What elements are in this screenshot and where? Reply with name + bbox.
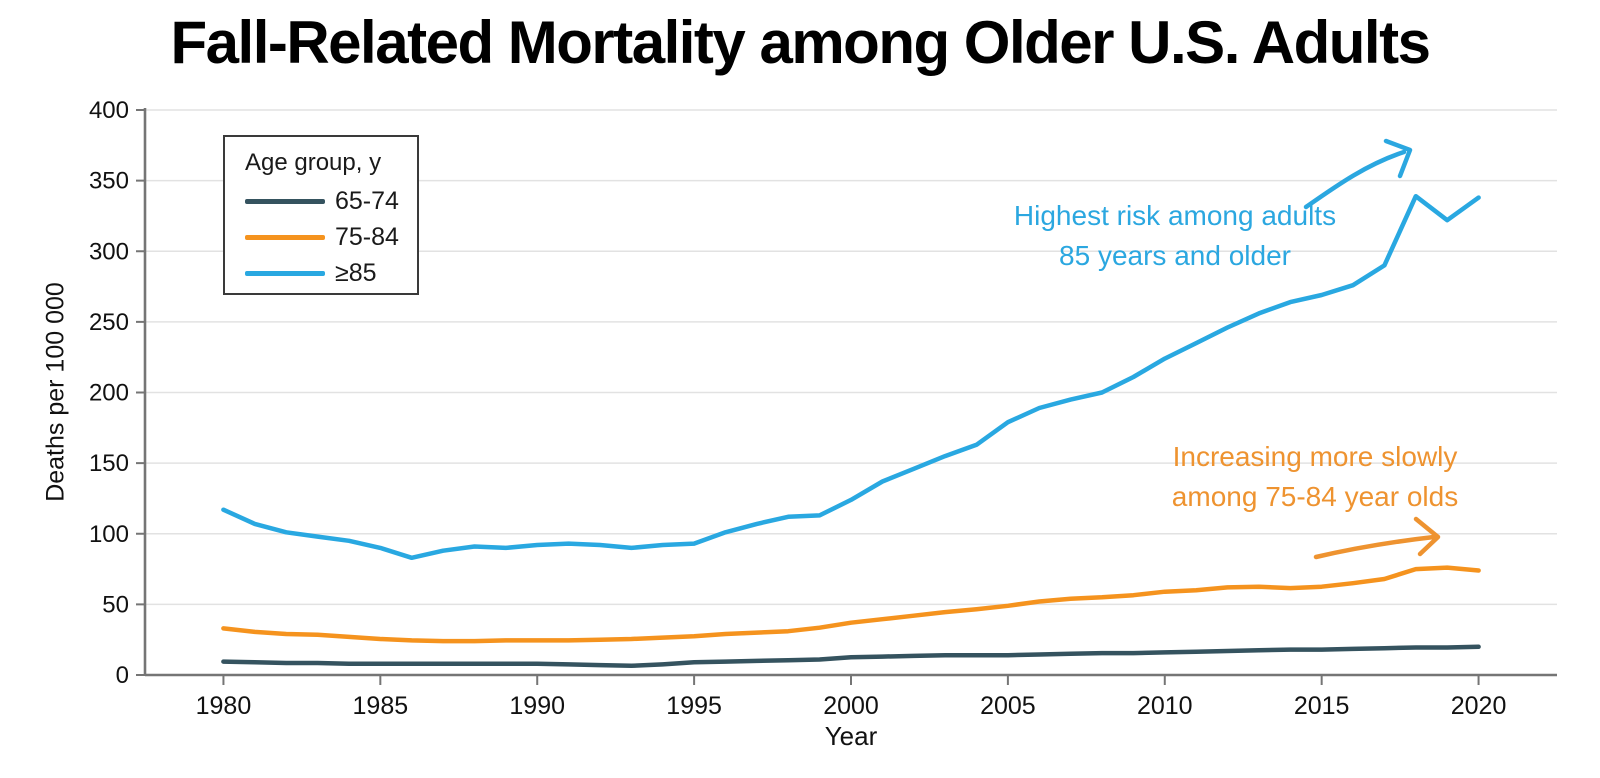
x-tick-label: 2020 bbox=[1451, 692, 1507, 720]
arrow-to-85plus-peak-icon bbox=[1303, 149, 1407, 210]
line-swatch-85plus-icon bbox=[245, 270, 325, 276]
x-tick-label: 2000 bbox=[823, 692, 879, 720]
x-tick-label: 1990 bbox=[509, 692, 565, 720]
series-line-75-84 bbox=[221, 565, 1481, 644]
y-tick-label: 400 bbox=[89, 97, 129, 124]
x-tick-label: 1995 bbox=[666, 692, 722, 720]
y-tick-label: 100 bbox=[89, 521, 129, 548]
line-swatch-65-74-icon bbox=[245, 198, 325, 204]
annotation-line: among 75-84 year olds bbox=[1171, 480, 1459, 512]
legend-title: Age group, y bbox=[245, 149, 382, 176]
chart-title: Fall-Related Mortality among Older U.S. … bbox=[170, 9, 1431, 76]
y-tick-label: 200 bbox=[89, 380, 129, 407]
legend-label: 65-74 bbox=[335, 186, 399, 215]
legend-label: 75-84 bbox=[335, 222, 399, 251]
annotation-line: Increasing more slowly bbox=[1172, 441, 1458, 472]
y-tick-label: 0 bbox=[116, 662, 129, 689]
annotation-75-84: Increasing more slowly among 75-84 year … bbox=[1120, 437, 1510, 517]
x-tick-label: 2015 bbox=[1294, 692, 1350, 720]
legend-item-75-84: 75-84 bbox=[245, 219, 417, 255]
y-tick-label: 350 bbox=[89, 168, 129, 195]
legend-item-65-74: 65-74 bbox=[245, 183, 417, 219]
x-tick-label: 2010 bbox=[1137, 692, 1193, 720]
legend-item-85plus: ≥85 bbox=[245, 255, 417, 291]
y-tick-label: 300 bbox=[89, 238, 129, 265]
annotation-line: 85 years and older bbox=[1059, 239, 1291, 271]
y-tick-label: 250 bbox=[89, 309, 129, 336]
y-tick-label: 150 bbox=[89, 450, 129, 477]
x-tick-label: 1980 bbox=[196, 692, 252, 720]
annotation-85plus: Highest risk among adults 85 years and o… bbox=[955, 196, 1395, 276]
arrow-to-85plus-peak-icon-head bbox=[1383, 138, 1413, 179]
line-swatch-75-84-icon bbox=[245, 234, 325, 240]
legend: Age group, y 65-74 75-84 ≥85 bbox=[223, 135, 419, 295]
legend-label: ≥85 bbox=[335, 258, 377, 287]
x-axis-title: Year bbox=[824, 721, 878, 751]
series-line-≥85 bbox=[221, 193, 1481, 561]
series-line-65-74 bbox=[221, 644, 1481, 669]
annotation-line: Highest risk among adults bbox=[1013, 200, 1337, 231]
x-tick-label: 2005 bbox=[980, 692, 1036, 720]
y-tick-label: 50 bbox=[102, 591, 129, 618]
x-tick-label: 1985 bbox=[353, 692, 409, 720]
arrow-to-75-84-line-icon bbox=[1313, 534, 1437, 560]
arrow-to-75-84-line-icon-head bbox=[1413, 516, 1441, 557]
